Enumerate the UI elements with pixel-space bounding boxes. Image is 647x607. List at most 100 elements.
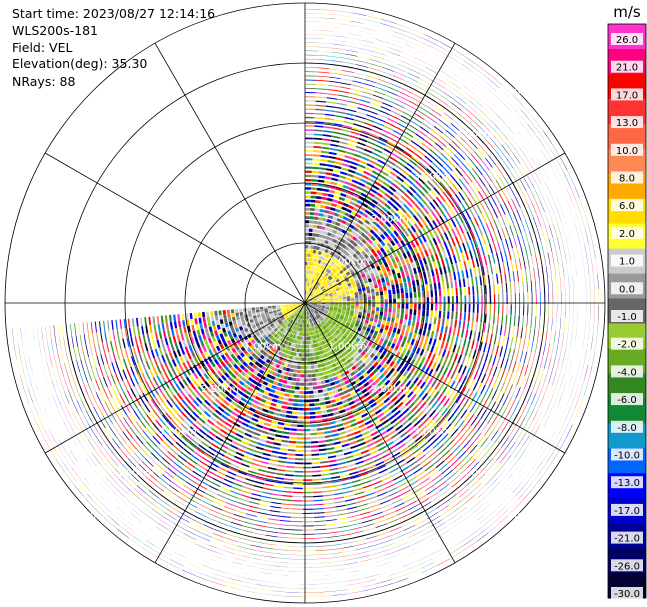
velocity-gate xyxy=(461,89,472,98)
velocity-gate xyxy=(374,314,379,319)
velocity-gate xyxy=(489,119,500,130)
velocity-gate xyxy=(330,330,334,334)
velocity-gate xyxy=(331,203,337,208)
velocity-gate xyxy=(314,237,319,242)
velocity-gate xyxy=(315,233,320,238)
velocity-gate xyxy=(312,474,322,477)
velocity-gate xyxy=(439,365,445,374)
velocity-gate xyxy=(262,408,269,413)
velocity-gate xyxy=(508,372,513,383)
velocity-gate xyxy=(399,549,412,555)
velocity-gate xyxy=(434,158,443,167)
velocity-gate xyxy=(291,377,297,382)
velocity-gate xyxy=(581,304,583,319)
velocity-gate xyxy=(468,170,476,180)
velocity-gate xyxy=(460,329,465,338)
velocity-gate xyxy=(368,427,377,433)
velocity-gate xyxy=(311,335,315,340)
velocity-gate xyxy=(187,558,201,565)
velocity-gate xyxy=(366,181,374,187)
velocity-gate xyxy=(309,319,312,323)
velocity-gate xyxy=(520,246,524,258)
velocity-gate xyxy=(396,176,405,183)
velocity-gate xyxy=(367,378,374,384)
velocity-gate xyxy=(399,266,404,273)
velocity-gate xyxy=(450,247,455,256)
velocity-gate xyxy=(414,152,423,160)
velocity-gate xyxy=(316,329,320,334)
velocity-gate xyxy=(381,217,388,223)
velocity-gate xyxy=(321,384,327,389)
velocity-gate xyxy=(398,383,404,390)
velocity-gate xyxy=(558,191,565,205)
velocity-gate xyxy=(468,79,480,88)
velocity-gate xyxy=(323,122,334,125)
velocity-gate xyxy=(307,369,312,374)
velocity-gate xyxy=(308,282,311,287)
velocity-gate xyxy=(371,129,381,135)
velocity-gate xyxy=(446,359,452,368)
velocity-gate xyxy=(364,199,371,205)
velocity-gate xyxy=(310,340,314,344)
velocity-gate xyxy=(551,386,557,400)
velocity-gate xyxy=(524,453,533,466)
velocity-gate xyxy=(312,470,321,473)
velocity-gate xyxy=(363,353,369,359)
velocity-gate xyxy=(313,141,322,145)
velocity-gate xyxy=(528,407,535,420)
velocity-gate xyxy=(569,218,573,233)
velocity-gate xyxy=(320,321,325,326)
velocity-gate xyxy=(350,278,355,283)
velocity-gate xyxy=(458,364,463,373)
velocity-gate xyxy=(430,310,433,318)
velocity-gate xyxy=(343,61,356,65)
velocity-gate xyxy=(335,187,343,192)
velocity-gate xyxy=(329,305,334,308)
velocity-gate xyxy=(370,102,381,107)
velocity-gate xyxy=(297,365,301,370)
velocity-gate xyxy=(371,276,376,282)
velocity-gate xyxy=(560,359,564,373)
velocity-gate xyxy=(363,365,369,372)
velocity-gate xyxy=(396,459,405,465)
velocity-gate xyxy=(254,450,263,455)
velocity-gate xyxy=(516,247,520,259)
velocity-gate xyxy=(388,375,395,382)
velocity-gate xyxy=(432,338,437,346)
velocity-gate xyxy=(359,445,368,451)
velocity-gate xyxy=(383,547,396,552)
velocity-gate xyxy=(548,146,557,159)
velocity-gate xyxy=(430,254,435,262)
velocity-gate xyxy=(244,432,253,438)
velocity-gate xyxy=(559,389,565,403)
velocity-gate xyxy=(325,268,330,273)
velocity-gate xyxy=(412,385,419,393)
velocity-gate xyxy=(496,379,502,391)
velocity-gate xyxy=(313,516,325,518)
velocity-gate xyxy=(429,470,439,479)
velocity-gate xyxy=(440,340,445,349)
velocity-gate xyxy=(495,391,501,402)
velocity-gate xyxy=(373,148,383,154)
velocity-gate xyxy=(449,442,458,451)
velocity-gate xyxy=(334,500,345,504)
velocity-gate xyxy=(426,386,433,394)
velocity-gate xyxy=(336,311,341,315)
velocity-gate xyxy=(271,384,277,390)
velocity-gate xyxy=(314,263,318,268)
velocity-gate xyxy=(545,226,549,239)
velocity-gate xyxy=(303,437,311,440)
velocity-gate xyxy=(443,149,452,158)
velocity-gate xyxy=(365,461,374,466)
velocity-gate xyxy=(309,292,313,297)
velocity-gate xyxy=(466,321,470,330)
velocity-gate xyxy=(435,501,447,509)
velocity-gate xyxy=(381,277,385,283)
velocity-gate xyxy=(343,562,358,565)
velocity-gate xyxy=(475,394,482,404)
velocity-gate xyxy=(447,455,456,464)
velocity-gate xyxy=(313,267,317,271)
velocity-gate xyxy=(335,221,341,227)
velocity-gate xyxy=(490,430,499,441)
velocity-gate xyxy=(310,293,314,298)
